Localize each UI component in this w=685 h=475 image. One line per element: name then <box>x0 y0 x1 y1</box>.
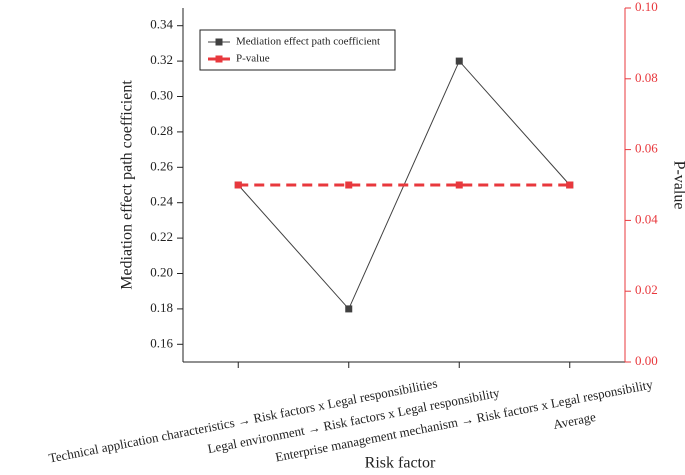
legend-label: Mediation effect path coefficient <box>236 36 380 48</box>
series-marker <box>345 305 353 313</box>
y-tick-label: 0.32 <box>150 52 173 67</box>
y2-tick-label: 0.06 <box>635 141 658 156</box>
legend-box <box>199 29 396 71</box>
series-marker <box>234 181 242 189</box>
legend-marker <box>215 38 223 46</box>
y-tick-label: 0.28 <box>150 123 173 138</box>
y2-tick-label: 0.02 <box>635 282 658 297</box>
y-tick-label: 0.26 <box>150 158 173 173</box>
y-tick-label: 0.34 <box>150 17 173 32</box>
y-axis-title: Mediation effect path coefficient <box>119 80 136 290</box>
y-tick-label: 0.20 <box>150 264 173 279</box>
y2-tick-label: 0.04 <box>635 211 658 226</box>
series-marker <box>566 181 574 189</box>
y-tick-label: 0.24 <box>150 194 173 209</box>
y2-tick-label: 0.10 <box>635 0 658 14</box>
legend-marker <box>215 55 223 63</box>
series-marker <box>455 181 463 189</box>
y-tick-label: 0.18 <box>150 300 173 315</box>
y2-tick-label: 0.08 <box>635 70 658 85</box>
y2-tick-label: 0.00 <box>635 353 658 368</box>
x-axis-title: Risk factor <box>365 455 436 472</box>
x-tick-label: Average <box>552 409 597 432</box>
legend-label: P-value <box>236 53 270 65</box>
y2-axis-title: P-value <box>670 161 685 210</box>
y-tick-label: 0.30 <box>150 87 173 102</box>
y-tick-label: 0.22 <box>150 229 173 244</box>
series-marker <box>345 181 353 189</box>
series-marker <box>455 57 463 65</box>
y-tick-label: 0.16 <box>150 335 173 350</box>
